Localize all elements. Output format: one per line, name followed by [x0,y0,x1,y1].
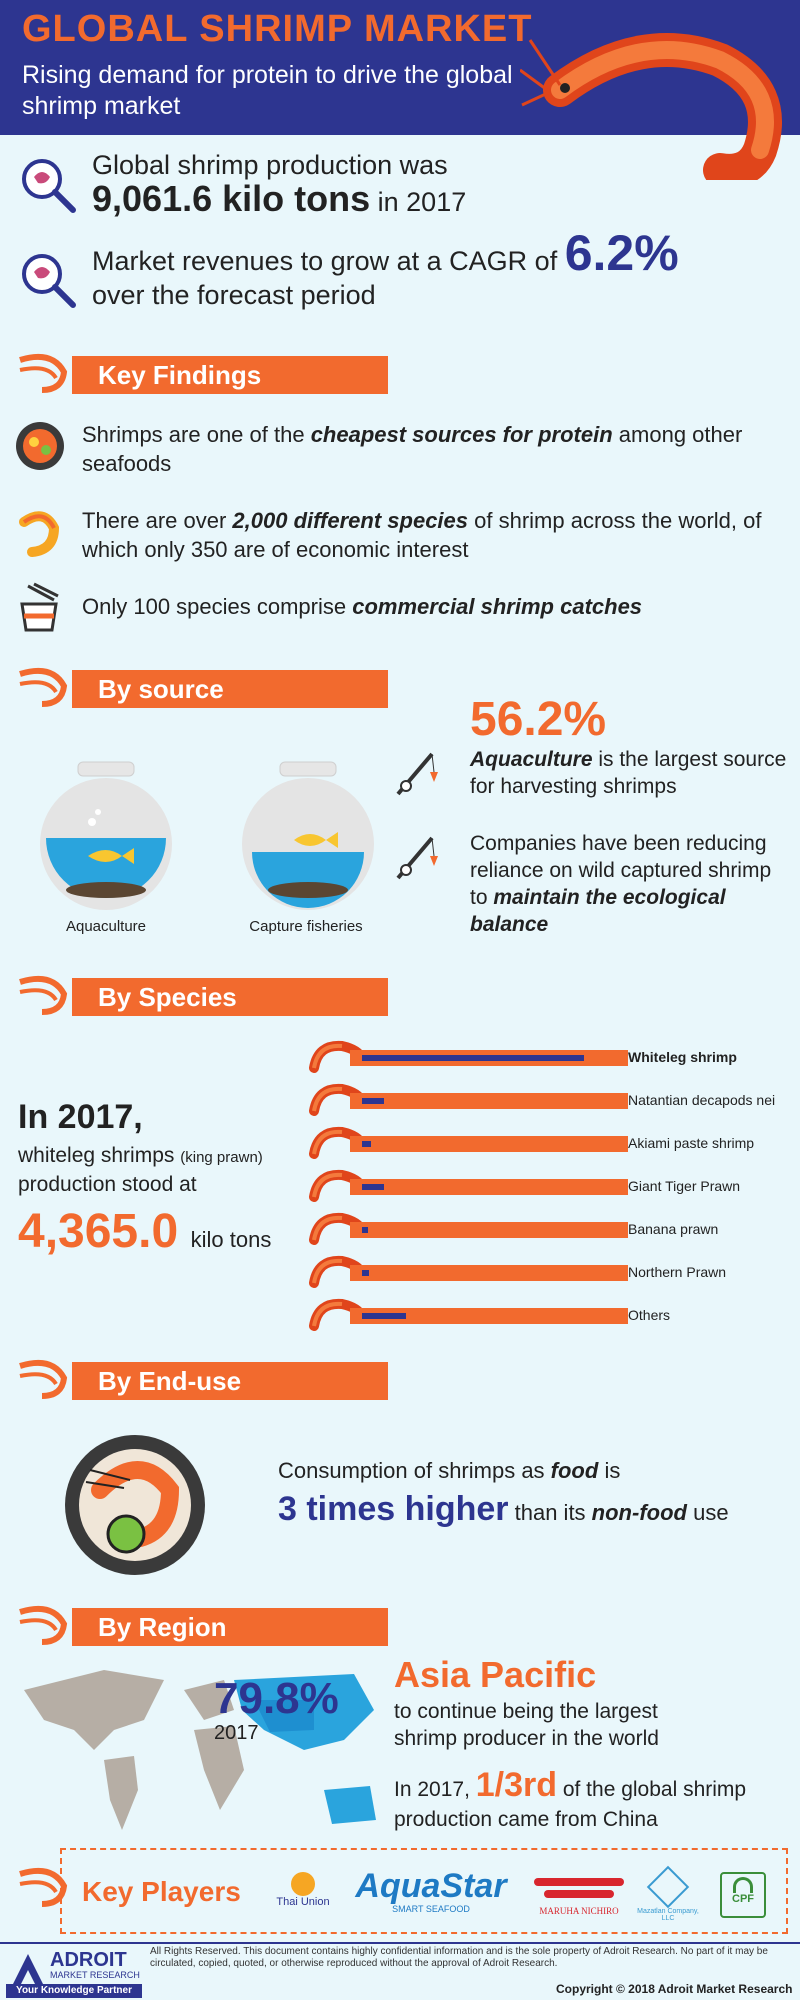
shrimp-icon [19,1360,68,1399]
cagr-value: 6.2% [564,225,679,281]
ecological-balance: Companies have been reducing reliance on… [470,832,772,936]
aquaculture-largest: Aquaculture is the largest source for ha… [470,748,787,798]
species-bar [350,1093,628,1109]
finding-protein: Shrimps are one of the cheapest sources … [82,422,743,476]
species-year: In 2017, [18,1098,143,1136]
section-title: By Region [98,1612,227,1642]
finding-species: There are over 2,000 different species o… [82,508,762,562]
species-bar-fill [362,1270,369,1276]
adroit-logo-icon [12,1954,44,1986]
species-desc: whiteleg shrimps (king prawn) production … [18,1144,263,1196]
takeout-box-icon [20,582,59,632]
shrimp-icon [19,1606,68,1645]
source-percent: 56.2% [470,693,607,746]
species-label: Northern Prawn [628,1264,727,1280]
species-label: Natantian decapods nei [628,1092,776,1108]
label-aquaculture: Aquaculture [65,918,147,935]
species-label: Whiteleg shrimp [628,1049,737,1065]
shrimp-icon [19,668,68,707]
production-value: 9,061.6 kilo tons [92,178,371,219]
page-subtitle: Rising demand for protein to drive the g… [22,61,513,120]
region-year: 2017 [214,1722,259,1744]
enduse-line1: Consumption of shrimps as food is [278,1458,621,1483]
capture-fisheries-bowl [242,761,374,910]
page-title: GLOBAL SHRIMP MARKET [22,8,533,50]
footer-brand: ADROIT [50,1949,127,1971]
species-bar [350,1308,628,1324]
fishing-rod-icon [396,836,438,880]
section-by-region: By Region [12,1604,388,1646]
logo-cpf: CPF [720,1872,766,1918]
finding-commercial: Only 100 species comprise commercial shr… [82,594,643,619]
header-banner [0,0,800,135]
footer-copyright: Copyright © 2018 Adroit Market Research [556,1982,793,1996]
enduse-line2: 3 times higher than its non-food use [278,1490,729,1528]
cagr-stat: Market revenues to grow at a CAGR of 6.2… [92,225,679,310]
aquaculture-bowl [40,761,172,910]
species-value: 4,365.0 [18,1205,179,1258]
species-bar [350,1265,628,1281]
species-bar-fill [362,1141,371,1147]
shrimp-icon [19,976,68,1015]
species-bar-fill [362,1313,406,1319]
footer-divider [0,1942,800,1944]
shrimp-illustration [520,33,782,180]
region-text: to continue being the largest shrimp pro… [394,1700,659,1750]
logo-thai-union: Thai Union [272,1872,334,1908]
species-bar [350,1136,628,1152]
region-percent: 79.8% [214,1674,339,1723]
seafood-plate-icon [16,422,64,470]
key-players-title: Key Players [82,1876,241,1907]
magnifier-shrimp-icon [22,159,76,213]
section-key-findings: Key Findings [12,352,388,394]
species-value-row: 4,365.0 kilo tons [18,1205,272,1258]
species-bar [350,1179,628,1195]
species-bar-fill [362,1098,384,1104]
section-by-source: By source [12,666,388,708]
species-label: Giant Tiger Prawn [628,1178,741,1194]
footer-tagline: Your Knowledge Partner [6,1984,142,1998]
shrimp-species-icon [19,511,60,557]
label-capture-fisheries: Capture fisheries [249,918,363,935]
species-label: Banana prawn [628,1221,719,1237]
logo-aquastar: AquaStar SMART SEAFOOD [355,1867,507,1914]
species-label: Akiami paste shrimp [628,1135,755,1151]
species-bar-fill [362,1227,368,1233]
production-stat: Global shrimp production was 9,061.6 kil… [92,150,467,219]
shrimp-icon [19,1868,68,1907]
fishing-rod-icon [396,752,438,796]
species-label: Others [628,1307,671,1323]
section-by-enduse: By End-use [12,1358,388,1400]
species-bar [350,1222,628,1238]
section-by-species: By Species [12,974,388,1016]
footer-brand-sub: MARKET RESEARCH [50,1970,140,1980]
section-title: By source [98,674,224,704]
species-bar [350,1050,628,1066]
region-name: Asia Pacific [394,1654,597,1695]
species-bar-fill [362,1055,584,1061]
magnifier-shrimp-icon [22,254,76,308]
footer-disclaimer: All Rights Reserved. This document conta… [150,1946,768,1969]
logo-mazatlan: Mazatlan Company, LLC [630,1865,706,1922]
logo-maruha-nichiro: MARUHA NICHIRO [528,1874,630,1916]
shrimp-icon [19,354,68,393]
section-title: Key Findings [98,360,262,390]
section-title: By Species [98,982,237,1012]
region-china: In 2017, 1/3rd of the global shrimp prod… [394,1766,747,1831]
section-title: By End-use [98,1366,242,1396]
species-bar-fill [362,1184,384,1190]
world-map [24,1670,376,1830]
shrimp-dish-icon [65,1435,205,1575]
